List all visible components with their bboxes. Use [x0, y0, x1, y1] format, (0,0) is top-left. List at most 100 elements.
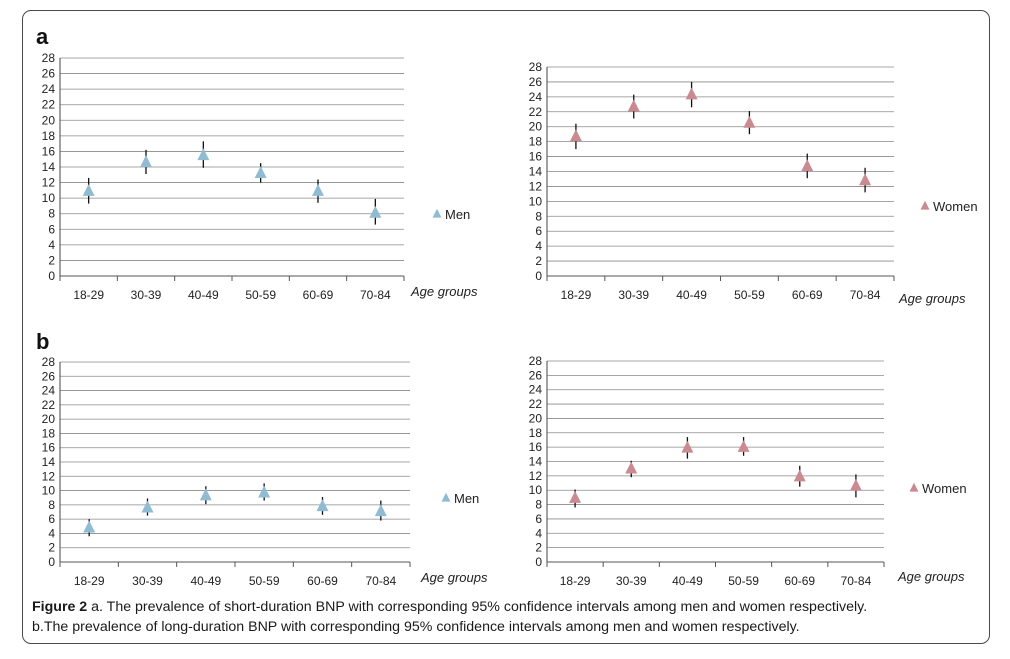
y-tick-label: 20 [529, 120, 543, 134]
x-tick-label: 70-84 [850, 288, 881, 302]
y-tick-label: 18 [42, 426, 56, 440]
y-tick-label: 14 [42, 455, 56, 469]
y-tick-label: 0 [48, 555, 55, 569]
legend-label: Men [445, 207, 470, 222]
y-tick-label: 20 [42, 412, 56, 426]
figure-frame [22, 10, 990, 644]
x-tick-label: 60-69 [307, 574, 338, 588]
y-tick-label: 24 [529, 90, 543, 104]
y-tick-label: 22 [42, 398, 56, 412]
x-tick-label: 70-84 [841, 574, 872, 588]
y-tick-label: 10 [529, 194, 543, 208]
y-tick-label: 2 [48, 541, 55, 555]
y-tick-label: 4 [535, 239, 542, 253]
y-tick-label: 12 [42, 176, 56, 190]
y-tick-label: 0 [535, 555, 542, 569]
y-tick-label: 12 [529, 179, 543, 193]
y-tick-label: 18 [529, 426, 543, 440]
y-tick-label: 26 [42, 369, 56, 383]
y-tick-label: 28 [42, 51, 56, 65]
y-tick-label: 2 [48, 253, 55, 267]
y-tick-label: 0 [535, 269, 542, 283]
y-tick-label: 0 [48, 269, 55, 283]
y-tick-label: 4 [48, 238, 55, 252]
y-tick-label: 12 [42, 469, 56, 483]
x-tick-label: 18-29 [561, 288, 592, 302]
x-tick-label: 30-39 [618, 288, 649, 302]
legend-label: Women [922, 481, 967, 496]
x-tick-label: 50-59 [734, 288, 765, 302]
y-tick-label: 16 [529, 440, 543, 454]
y-tick-label: 20 [42, 113, 56, 127]
x-tick-label: 30-39 [132, 574, 163, 588]
y-tick-label: 2 [535, 541, 542, 555]
x-tick-label: 60-69 [784, 574, 815, 588]
x-tick-label: 30-39 [131, 288, 162, 302]
y-tick-label: 22 [529, 105, 543, 119]
legend-label: Men [454, 491, 479, 506]
legend-label: Women [933, 199, 978, 214]
x-tick-label: 40-49 [190, 574, 221, 588]
y-tick-label: 16 [42, 441, 56, 455]
y-tick-label: 22 [42, 98, 56, 112]
y-tick-label: 4 [535, 526, 542, 540]
y-tick-label: 16 [42, 144, 56, 158]
y-tick-label: 8 [48, 498, 55, 512]
x-axis-label: Age groups [898, 291, 966, 306]
y-tick-label: 10 [529, 483, 543, 497]
x-tick-label: 50-59 [249, 574, 280, 588]
x-axis-label: Age groups [410, 284, 478, 299]
y-tick-label: 6 [535, 512, 542, 526]
x-tick-label: 50-59 [245, 288, 276, 302]
y-tick-label: 6 [535, 224, 542, 238]
x-axis-label: Age groups [897, 569, 965, 584]
x-tick-label: 50-59 [728, 574, 759, 588]
y-tick-label: 16 [529, 150, 543, 164]
y-tick-label: 8 [535, 498, 542, 512]
y-tick-label: 28 [42, 355, 56, 369]
y-tick-label: 26 [529, 75, 543, 89]
y-tick-label: 24 [529, 383, 543, 397]
x-tick-label: 18-29 [74, 574, 105, 588]
x-tick-label: 40-49 [676, 288, 707, 302]
y-tick-label: 18 [42, 129, 56, 143]
panel-letter-b: b [36, 329, 49, 354]
x-axis-label: Age groups [420, 570, 488, 585]
y-tick-label: 26 [42, 67, 56, 81]
y-tick-label: 20 [529, 411, 543, 425]
y-tick-label: 24 [42, 384, 56, 398]
caption-lead: Figure 2 [32, 599, 88, 615]
x-tick-label: 18-29 [73, 288, 104, 302]
figure-caption: Figure 2 a. The prevalence of short-dura… [32, 597, 982, 637]
caption-line-2: b.The prevalence of long-duration BNP wi… [32, 619, 800, 635]
y-tick-label: 4 [48, 526, 55, 540]
y-tick-label: 10 [42, 484, 56, 498]
x-tick-label: 70-84 [365, 574, 396, 588]
y-tick-label: 26 [529, 368, 543, 382]
y-tick-label: 8 [48, 207, 55, 221]
y-tick-label: 2 [535, 254, 542, 268]
y-tick-label: 28 [529, 354, 543, 368]
y-tick-label: 12 [529, 469, 543, 483]
x-tick-label: 40-49 [188, 288, 219, 302]
x-tick-label: 40-49 [672, 574, 703, 588]
y-tick-label: 6 [48, 512, 55, 526]
x-tick-label: 18-29 [560, 574, 591, 588]
y-tick-label: 10 [42, 191, 56, 205]
y-tick-label: 14 [529, 455, 543, 469]
y-tick-label: 28 [529, 60, 543, 74]
y-tick-label: 14 [529, 165, 543, 179]
panel-letter-a: a [36, 24, 49, 49]
x-tick-label: 70-84 [360, 288, 391, 302]
caption-line-1: a. The prevalence of short-duration BNP … [87, 599, 868, 615]
x-tick-label: 60-69 [303, 288, 334, 302]
x-tick-label: 60-69 [792, 288, 823, 302]
y-tick-label: 6 [48, 222, 55, 236]
y-tick-label: 24 [42, 82, 56, 96]
